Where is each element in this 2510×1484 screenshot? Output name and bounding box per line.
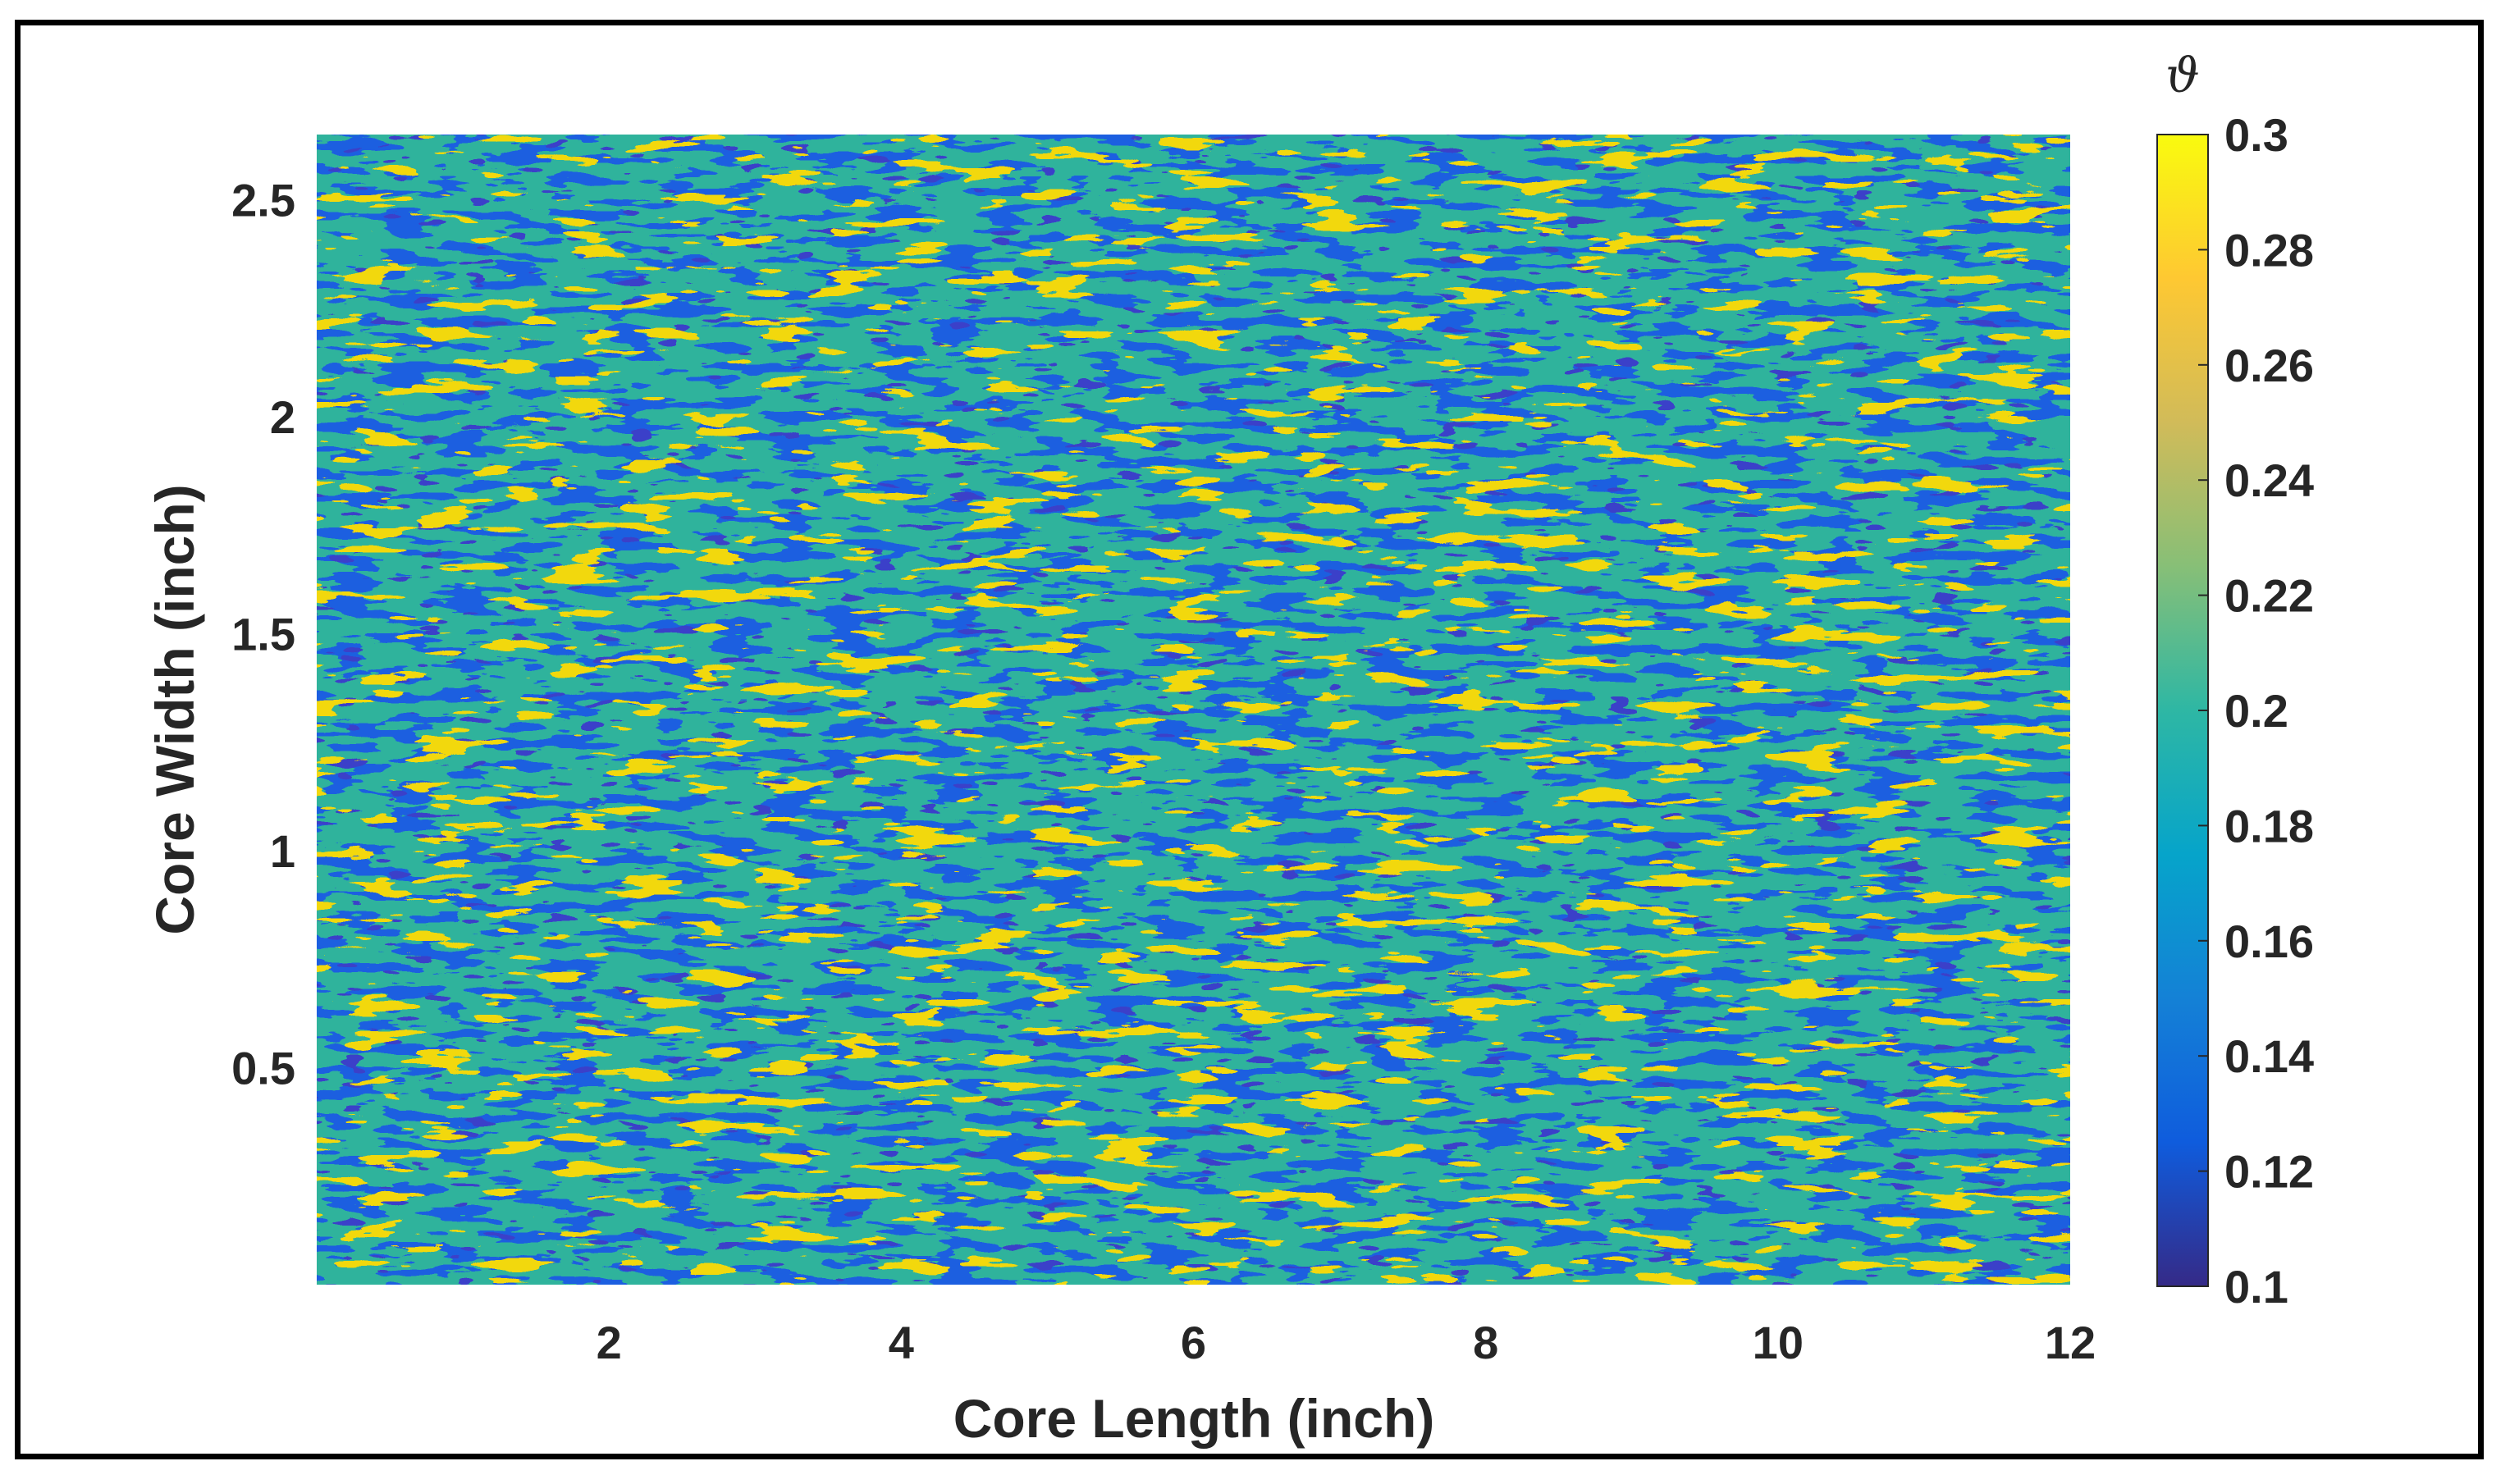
x-axis-ticks: 2 4 6 8 10 12 <box>597 1317 2096 1368</box>
colorbar-tick-label: 0.12 <box>2224 1146 2314 1198</box>
y-tick-label: 1.5 <box>231 608 295 660</box>
y-axis-label: Core Width (inch) <box>144 484 205 934</box>
heatmap-high-regions <box>317 135 2070 1285</box>
colorbar-tick-label: 0.18 <box>2224 800 2314 852</box>
colorbar-tick-label: 0.1 <box>2224 1261 2288 1313</box>
colorbar-tick-label: 0.14 <box>2224 1030 2314 1082</box>
x-tick-label: 8 <box>1473 1317 1498 1368</box>
colorbar-tick-label: 0.16 <box>2224 916 2314 967</box>
colorbar-title: ϑ <box>2165 48 2199 103</box>
colorbar-tick-label: 0.3 <box>2224 109 2288 161</box>
colorbar-tick-label: 0.22 <box>2224 570 2314 622</box>
x-tick-label: 6 <box>1181 1317 1206 1368</box>
x-tick-label: 2 <box>597 1317 622 1368</box>
y-axis-ticks: 0.5 1 1.5 2 2.5 <box>231 174 295 1094</box>
y-tick-label: 2.5 <box>231 174 295 226</box>
colorbar-ticks: 0.1 0.12 0.14 0.16 0.18 0.2 0.22 0.24 0.26 0.28 0.… <box>2198 109 2314 1313</box>
y-tick-label: 2 <box>270 391 295 443</box>
x-tick-label: 4 <box>889 1317 914 1368</box>
x-tick-label: 10 <box>1753 1317 1804 1368</box>
y-tick-label: 0.5 <box>231 1042 295 1094</box>
x-axis-label: Core Length (inch) <box>953 1388 1435 1449</box>
x-tick-label: 12 <box>2045 1317 2096 1368</box>
colorbar-tick-label: 0.28 <box>2224 224 2314 276</box>
colorbar: 0.1 0.12 0.14 0.16 0.18 0.2 0.22 0.24 0.26 0.28 0.… <box>2156 48 2314 1313</box>
colorbar-tick-label: 0.26 <box>2224 340 2314 391</box>
y-tick-label: 1 <box>270 825 295 877</box>
colorbar-tick-label: 0.2 <box>2224 685 2288 737</box>
heatmap-field <box>317 135 2070 1285</box>
colorbar-tick-label: 0.24 <box>2224 454 2314 506</box>
